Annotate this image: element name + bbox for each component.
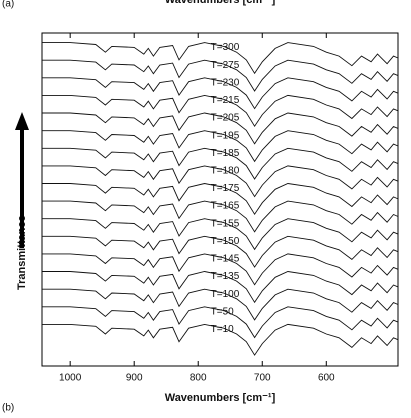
series-label: T=195	[211, 130, 240, 141]
plot-frame	[41, 32, 399, 367]
x-tick-label: 900	[126, 373, 143, 384]
x-tick-label: 1000	[59, 373, 82, 384]
spectrum-line	[42, 323, 399, 356]
spectrum-line	[42, 200, 399, 233]
series-label: T=185	[211, 148, 240, 159]
series-label: T=50	[211, 306, 235, 317]
spectrum-line	[42, 235, 399, 268]
x-tick-label: 700	[254, 373, 271, 384]
spectrum-line	[42, 42, 399, 75]
spectrum-line	[42, 183, 399, 216]
spectrum-line	[42, 271, 399, 304]
spectrum-line	[42, 59, 399, 92]
spectrum-line	[42, 165, 399, 198]
series-label: T=10	[211, 324, 235, 335]
series-label: T=145	[211, 254, 240, 265]
series-label: T=180	[211, 166, 240, 177]
series-label: T=165	[211, 201, 240, 212]
panel-label: (a)	[2, 0, 14, 10]
y-arrow-head	[15, 112, 29, 130]
series-label: T=100	[211, 289, 240, 300]
spectrum-line	[42, 253, 399, 286]
top-partial-label: Wavenumbers [cm⁻¹]	[165, 0, 276, 6]
series-label: T=155	[211, 218, 240, 229]
x-tick-label: 800	[190, 373, 207, 384]
series-label: T=175	[211, 183, 240, 194]
series-label: T=150	[211, 236, 240, 247]
series-label: T=215	[211, 95, 240, 106]
y-axis-label: Transmittance	[16, 215, 28, 290]
spectrum-line	[42, 218, 399, 251]
spectrum-line	[42, 288, 399, 321]
series-label: T=205	[211, 113, 240, 124]
spectrum-line	[42, 77, 399, 110]
spectrum-line	[42, 130, 399, 163]
series-label: T=300	[211, 42, 240, 53]
spectrum-line	[42, 147, 399, 180]
panel-label: (b)	[2, 403, 14, 414]
x-axis-label: Wavenumbers [cm⁻¹]	[165, 392, 276, 404]
series-label: T=275	[211, 60, 240, 71]
series-label: T=230	[211, 77, 240, 88]
spectrum-line	[42, 94, 399, 128]
spectrum-line	[42, 306, 399, 339]
spectrum-line	[42, 112, 399, 145]
series-label: T=135	[211, 271, 240, 282]
x-tick-label: 600	[318, 373, 335, 384]
